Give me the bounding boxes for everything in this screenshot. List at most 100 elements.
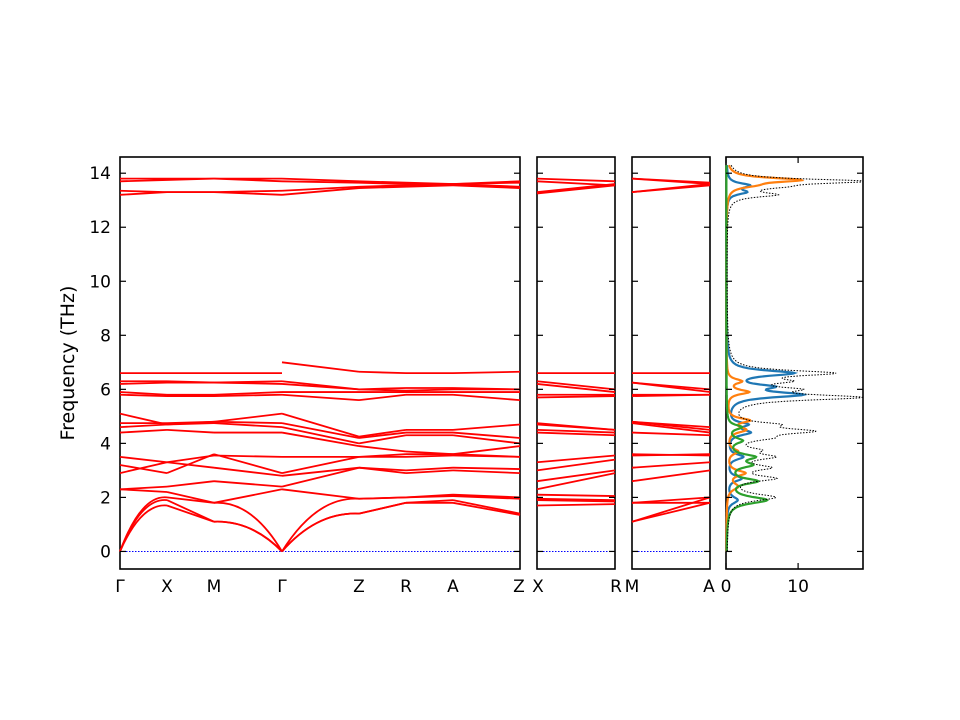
band-line	[631, 461, 711, 469]
band-line	[452, 387, 521, 391]
band-line	[536, 177, 616, 183]
band-line	[631, 420, 711, 431]
band-line	[166, 454, 215, 464]
y-tick-label: 4	[100, 434, 111, 454]
y-tick-label: 2	[100, 488, 111, 508]
x-tick-label: A	[447, 577, 459, 597]
band-line	[452, 445, 521, 456]
band-panel-main-frame	[119, 156, 521, 570]
band-line	[452, 499, 521, 515]
band-line	[358, 184, 407, 188]
band-line	[405, 181, 454, 185]
band-line	[452, 501, 521, 516]
band-line	[213, 380, 283, 384]
band-line	[358, 431, 407, 439]
y-tick-label: 10	[89, 272, 111, 292]
band-line	[281, 380, 360, 391]
band-line	[358, 445, 407, 453]
band-line	[536, 497, 616, 502]
band-line	[213, 466, 283, 477]
band-line	[536, 469, 616, 483]
band-line	[119, 485, 168, 491]
band-line	[536, 499, 616, 503]
band-line	[281, 393, 360, 402]
y-tick-label: 14	[89, 164, 111, 184]
band-line	[405, 499, 454, 504]
band-line	[213, 480, 283, 488]
x-tick-label: 10	[787, 577, 809, 597]
band-line	[166, 491, 215, 504]
band-line	[213, 393, 283, 397]
band-line	[281, 412, 360, 438]
band-line	[358, 428, 407, 438]
band-line	[213, 454, 283, 458]
band-line	[536, 503, 616, 507]
band-line	[281, 426, 360, 445]
band-line	[631, 431, 711, 437]
band-line	[631, 422, 711, 434]
band-line	[631, 453, 711, 457]
band-line	[119, 504, 168, 552]
band-line	[281, 431, 360, 447]
band-line	[452, 393, 521, 402]
band-line	[119, 391, 168, 396]
band-line	[358, 496, 407, 500]
band-line	[119, 179, 168, 183]
band-line	[405, 388, 454, 392]
band-line	[452, 434, 521, 445]
x-tick-label: 0	[721, 577, 732, 597]
band-line	[631, 183, 711, 194]
band-line	[536, 431, 616, 437]
band-line	[119, 496, 168, 552]
band-line	[631, 381, 711, 393]
band-line	[631, 177, 711, 184]
band-line	[452, 495, 521, 500]
band-line	[166, 480, 215, 488]
band-line	[213, 412, 283, 423]
band-line	[536, 184, 616, 195]
band-line	[536, 472, 616, 491]
band-line	[358, 501, 407, 515]
band-line	[405, 466, 454, 472]
band-line	[281, 512, 360, 553]
band-line	[281, 466, 360, 488]
band-line	[281, 497, 360, 552]
band-line	[281, 177, 360, 183]
x-tick-label: Z	[513, 577, 525, 597]
x-tick-label: X	[532, 577, 544, 597]
x-tick-label: R	[400, 577, 412, 597]
y-tick-label: 8	[100, 326, 111, 346]
band-line	[119, 412, 168, 426]
band-line	[119, 464, 168, 474]
band-line	[281, 187, 360, 196]
band-line	[452, 431, 521, 439]
x-tick-label: A	[703, 577, 715, 597]
y-tick-label: 6	[100, 380, 111, 400]
band-line	[281, 512, 360, 553]
band-line	[536, 454, 616, 464]
band-line	[452, 493, 521, 499]
band-line	[213, 488, 283, 504]
band-line	[358, 466, 407, 472]
band-line	[281, 185, 360, 192]
band-line	[358, 180, 407, 184]
band-line	[536, 383, 616, 393]
dos-series-line	[725, 165, 769, 552]
y-axis-title: Frequency (THz)	[57, 286, 79, 441]
band-panel-ma-frame	[631, 156, 711, 570]
band-line	[358, 387, 407, 391]
x-tick-label: M	[625, 577, 640, 597]
band-line	[119, 393, 168, 397]
band-line	[166, 504, 215, 523]
band-line	[405, 450, 454, 456]
band-line	[213, 391, 283, 396]
band-line	[405, 184, 454, 188]
band-line	[536, 180, 616, 187]
x-tick-label: Γ	[277, 577, 287, 597]
dos-panel-frame	[725, 156, 864, 570]
y-tick-label: 12	[89, 218, 111, 238]
band-line	[119, 423, 168, 429]
band-line	[358, 393, 407, 402]
